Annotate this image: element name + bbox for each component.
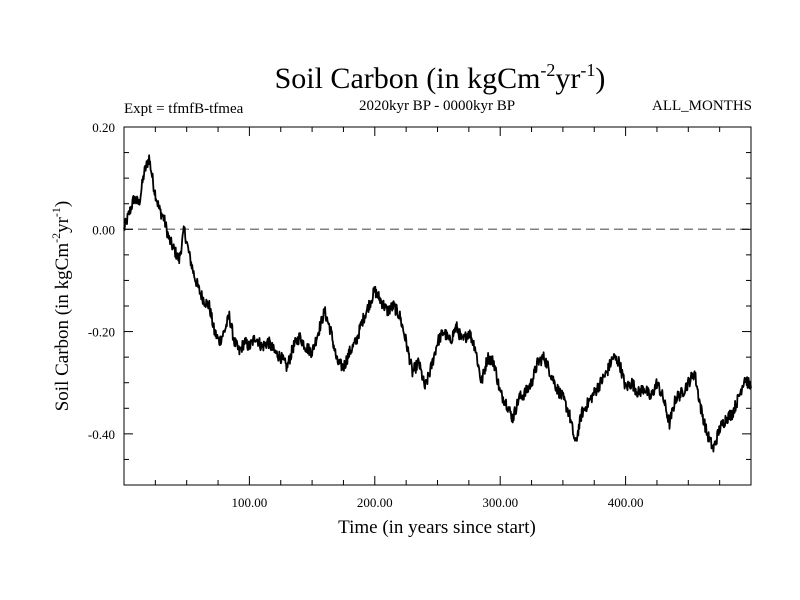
period-label: 2020kyr BP - 0000kyr BP — [359, 98, 515, 114]
y-tick-label: -0.20 — [88, 325, 115, 340]
axis-ticks — [123, 126, 752, 486]
experiment-label: Expt = tfmfB-tfmea — [124, 101, 244, 117]
plot-frame — [123, 126, 752, 486]
x-tick-label: 400.00 — [608, 495, 644, 510]
soil-carbon-series-line — [123, 154, 752, 453]
y-tick-label: -0.40 — [88, 427, 115, 442]
x-tick-label: 300.00 — [482, 495, 518, 510]
y-tick-label: 0.00 — [92, 222, 115, 237]
months-label: ALL_MONTHS — [652, 98, 752, 114]
axis-tick-labels: 0.20 0.00 -0.20 -0.40 100.00 200.00 300.00 400.… — [88, 120, 644, 510]
x-axis-label: Time (in years since start) — [338, 517, 536, 538]
y-axis-label: Soil Carbon (in kgCm-2yr-1) — [49, 201, 73, 412]
x-tick-label: 100.00 — [232, 495, 268, 510]
x-tick-label: 200.00 — [357, 495, 393, 510]
y-tick-label: 0.20 — [92, 120, 115, 135]
chart-title: Soil Carbon (in kgCm-2yr-1) — [275, 60, 606, 95]
